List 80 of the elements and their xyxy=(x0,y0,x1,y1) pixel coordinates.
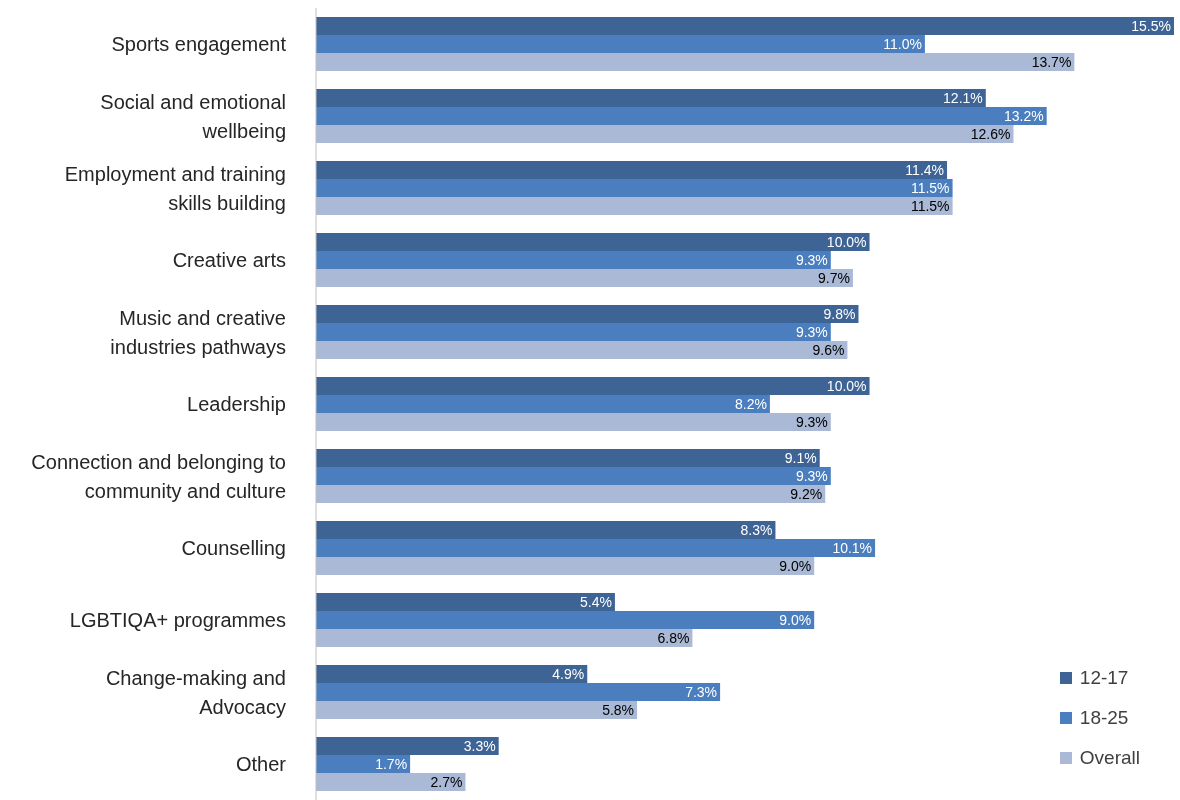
bar xyxy=(316,557,815,575)
data-label: 11.5% xyxy=(910,198,950,214)
bar xyxy=(316,323,831,341)
legend-label: 18-25 xyxy=(1079,707,1129,729)
data-label: 9.3% xyxy=(795,414,828,430)
data-label: 11.5% xyxy=(910,180,950,196)
y-tick-label: Music and creative industries pathways xyxy=(110,306,286,358)
bar xyxy=(316,305,859,323)
bar xyxy=(316,161,948,179)
bar xyxy=(316,413,831,431)
data-label: 9.0% xyxy=(779,558,812,574)
data-label: 10.0% xyxy=(826,378,867,394)
data-label: 9.0% xyxy=(779,612,812,628)
data-label: 5.4% xyxy=(579,594,612,610)
data-label: 9.1% xyxy=(784,450,817,466)
bar xyxy=(316,485,826,503)
bar xyxy=(316,611,815,629)
bar xyxy=(316,737,499,755)
bar xyxy=(316,341,848,359)
bar xyxy=(316,701,638,719)
data-label: 10.1% xyxy=(832,540,873,556)
bar xyxy=(316,755,411,773)
data-label: 9.6% xyxy=(812,342,845,358)
y-tick-label: Change-making and Advocacy xyxy=(105,666,286,718)
data-label: 9.8% xyxy=(823,306,856,322)
data-label: 5.8% xyxy=(602,702,635,718)
bar xyxy=(316,179,953,197)
data-label: 12.1% xyxy=(943,90,983,106)
y-tick-label: Leadership xyxy=(187,393,286,415)
data-label: 10.0% xyxy=(826,234,867,250)
data-label: 3.3% xyxy=(463,738,496,754)
bar xyxy=(316,773,466,791)
data-label: 9.3% xyxy=(795,468,828,484)
bar xyxy=(316,449,820,467)
bar xyxy=(316,521,776,539)
data-label: 15.5% xyxy=(1131,18,1171,34)
bar xyxy=(316,89,986,107)
bar xyxy=(316,197,953,215)
data-label: 9.2% xyxy=(790,486,823,502)
bar xyxy=(316,629,693,647)
y-tick-label: Other xyxy=(235,753,287,775)
bar xyxy=(316,125,1014,143)
bar xyxy=(316,107,1047,125)
bar xyxy=(316,539,876,557)
data-label: 1.7% xyxy=(375,756,408,772)
y-tick-label: Social and emotional wellbeing xyxy=(100,90,286,142)
y-tick-label: Counselling xyxy=(181,537,286,559)
y-tick-label: Creative arts xyxy=(172,249,286,271)
data-label: 2.7% xyxy=(430,774,463,790)
y-tick-label: Employment and training skills building xyxy=(64,162,286,214)
legend-label: Overall xyxy=(1079,747,1140,769)
y-tick-label: Connection and belonging to community and culture xyxy=(31,450,286,502)
data-label: 8.2% xyxy=(734,396,767,412)
bar xyxy=(316,17,1174,35)
data-label: 13.7% xyxy=(1031,54,1072,70)
bar xyxy=(316,683,721,701)
data-label: 9.3% xyxy=(795,252,828,268)
data-label: 9.7% xyxy=(818,270,850,286)
bar xyxy=(316,467,831,485)
bar xyxy=(316,395,770,413)
data-label: 13.2% xyxy=(1003,108,1044,124)
bar xyxy=(316,53,1075,71)
data-label: 11.0% xyxy=(883,36,922,52)
data-label: 12.6% xyxy=(970,126,1011,142)
data-label: 9.3% xyxy=(795,324,828,340)
bar xyxy=(316,269,853,287)
data-label: 8.3% xyxy=(740,522,773,538)
data-label: 7.3% xyxy=(685,684,718,700)
legend-label: 12-17 xyxy=(1079,667,1129,689)
bar xyxy=(316,377,870,395)
bar xyxy=(316,35,925,53)
bar xyxy=(316,251,831,269)
bar xyxy=(316,233,870,251)
data-label: 4.9% xyxy=(552,666,585,682)
bar xyxy=(316,665,588,683)
y-tick-label: Sports engagement xyxy=(111,33,287,55)
data-label: 6.8% xyxy=(657,630,690,646)
data-label: 11.4% xyxy=(905,162,945,178)
y-tick-label: LGBTIQA+ programmes xyxy=(69,609,286,631)
bar xyxy=(316,593,615,611)
